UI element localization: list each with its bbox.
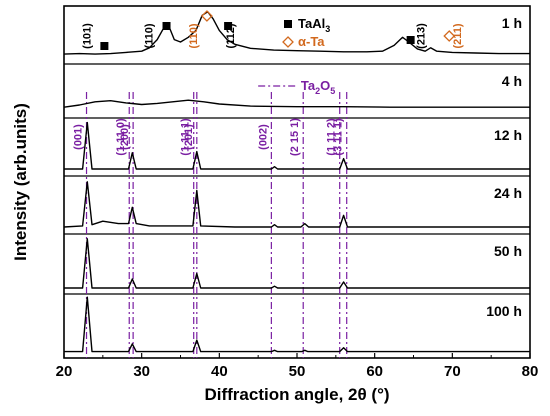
ta-peak-label: (110) [188,23,200,48]
ta2o5-legend-label: Ta2O5 [301,78,335,96]
ta-peak-label: (211) [452,23,464,48]
xrd-trace-50h [64,238,530,289]
x-tick-label: 40 [211,363,228,380]
taal3-peak-label: (110) [144,23,156,48]
taal3-peak-marker [224,22,233,30]
xrd-trace-4h [63,99,530,108]
legend-taal3-label: TaAl3 [298,16,330,34]
y-axis-title: Intensity (arb.units) [11,103,30,261]
taal3-peak-marker [162,22,171,30]
ta2o5-peak-label: (1 11 1) [180,118,192,156]
legend-ta-marker [282,36,294,48]
ta2o5-peak-label: (200) [119,124,131,150]
xrd-trace-12h [64,121,530,170]
taal3-peak-marker [406,36,415,44]
panel-label: 4 h [502,73,522,89]
legend-taal3-marker [284,20,292,28]
x-tick-label: 60 [366,363,383,380]
legend-ta-label: α-Ta [298,34,325,49]
panel-label: 24 h [494,185,522,201]
taal3-peak-label: (112) [225,23,237,48]
plot-frame [63,5,531,359]
taal3-peak-label: (101) [81,23,93,49]
x-tick-label: 20 [56,363,73,380]
ta2o5-peak-label: (2 15 1) [289,118,301,156]
ta2o5-peak-label: (002) [257,124,269,150]
xrd-trace-1h [63,11,530,55]
x-tick-label: 50 [289,363,306,380]
xrd-trace-100h [64,296,530,353]
taal3-peak-marker [100,42,109,50]
xrd-trace-24h [63,181,530,228]
panel-label: 100 h [486,303,522,319]
panel-label: 12 h [494,127,522,143]
ta2o5-peak-label: (201) [183,124,195,150]
ta-peak-marker [443,30,456,42]
ta2o5-peak-label: (3 11 1) [333,118,345,156]
x-tick-label: 80 [522,363,539,380]
ta2o5-peak-label: (1 11 2) [326,118,338,156]
panel-label: 1 h [502,15,522,31]
x-tick-label: 30 [133,363,150,380]
taal3-peak-label: (213) [416,23,428,49]
ta2o5-peak-label: (001) [73,124,85,150]
x-tick-label: 70 [444,363,461,380]
ta2o5-peak-label: (1 11 0) [115,118,127,156]
ta-peak-marker [200,10,213,22]
panel-label: 50 h [494,243,522,259]
x-axis-title: Diffraction angle, 2θ (°) [204,385,389,404]
